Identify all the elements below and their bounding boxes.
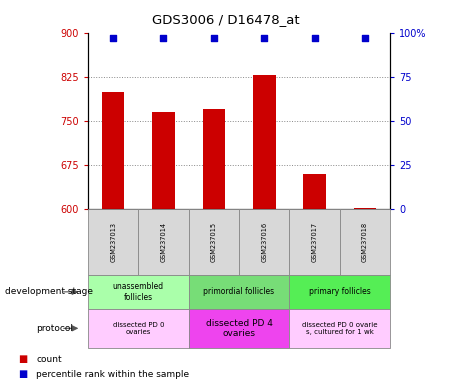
- Text: GDS3006 / D16478_at: GDS3006 / D16478_at: [152, 13, 299, 26]
- Text: development stage: development stage: [5, 287, 92, 296]
- Text: protocol: protocol: [36, 324, 73, 333]
- Text: dissected PD 4
ovaries: dissected PD 4 ovaries: [206, 319, 272, 338]
- Text: GSM237014: GSM237014: [161, 222, 166, 262]
- Point: [160, 35, 167, 41]
- Text: GSM237016: GSM237016: [261, 222, 267, 262]
- Point: [110, 35, 117, 41]
- Text: ■: ■: [18, 369, 28, 379]
- Bar: [354, 208, 376, 209]
- Text: count: count: [36, 354, 62, 364]
- Point: [210, 35, 217, 41]
- Text: GSM237015: GSM237015: [211, 222, 217, 262]
- Bar: [303, 174, 326, 209]
- Text: GSM237017: GSM237017: [312, 222, 318, 262]
- Bar: [102, 91, 124, 209]
- Text: GSM237013: GSM237013: [110, 222, 116, 262]
- Point: [311, 35, 318, 41]
- Text: unassembled
follicles: unassembled follicles: [113, 282, 164, 301]
- Point: [261, 35, 268, 41]
- Bar: [253, 75, 276, 209]
- Text: percentile rank within the sample: percentile rank within the sample: [36, 370, 189, 379]
- Text: dissected PD 0
ovaries: dissected PD 0 ovaries: [113, 322, 164, 335]
- Point: [361, 35, 368, 41]
- Bar: [202, 109, 225, 209]
- Text: dissected PD 0 ovarie
s, cultured for 1 wk: dissected PD 0 ovarie s, cultured for 1 …: [302, 322, 377, 335]
- Text: GSM237018: GSM237018: [362, 222, 368, 262]
- Text: ■: ■: [18, 354, 28, 364]
- Text: primary follicles: primary follicles: [309, 287, 371, 296]
- Text: primordial follicles: primordial follicles: [203, 287, 275, 296]
- Bar: [152, 112, 175, 209]
